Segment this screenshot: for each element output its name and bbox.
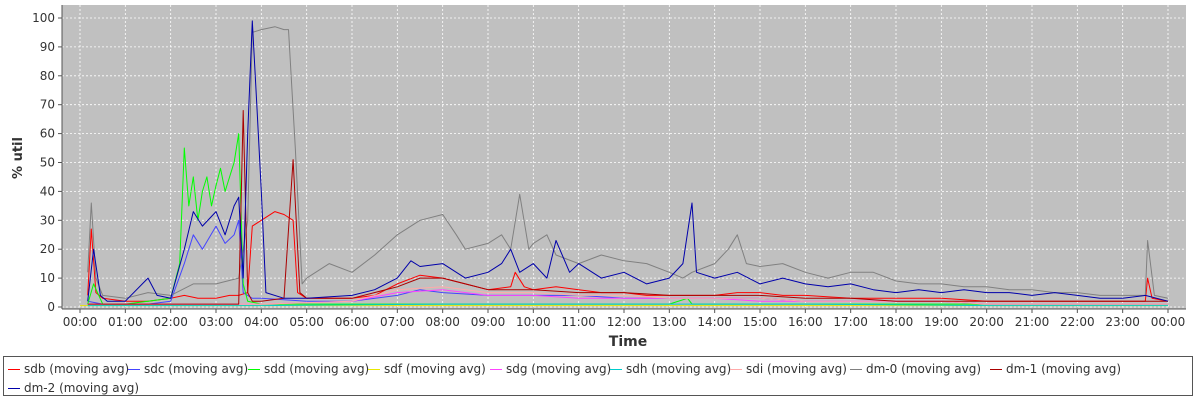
x-tick-label: 11:00 — [561, 315, 596, 329]
x-tick-label: 14:00 — [697, 315, 732, 329]
legend-item: sdh (moving avg) — [610, 362, 731, 376]
series-line-sdh — [87, 303, 1168, 307]
x-tick-label: 17:00 — [833, 315, 868, 329]
y-tick-label: 10 — [40, 271, 55, 285]
y-tick-label: 100 — [32, 11, 55, 25]
legend-swatch — [990, 368, 1002, 370]
x-tick-label: 21:00 — [1015, 315, 1050, 329]
x-tick-label: 20:00 — [969, 315, 1004, 329]
y-tick-label: 20 — [40, 242, 55, 256]
x-tick-label: 12:00 — [607, 315, 642, 329]
x-tick-label: 23:00 — [1105, 315, 1140, 329]
legend-item: sdb (moving avg) — [8, 362, 129, 376]
legend-label: sdf (moving avg) — [384, 362, 486, 376]
y-tick-label: 30 — [40, 213, 55, 227]
y-axis-label: % util — [11, 137, 26, 179]
y-tick-label: 40 — [40, 184, 55, 198]
x-tick-label: 04:00 — [244, 315, 279, 329]
x-tick-label: 15:00 — [743, 315, 778, 329]
y-tick-label: 80 — [40, 69, 55, 83]
legend-item: dm-1 (moving avg) — [990, 362, 1121, 376]
y-tick-label: 70 — [40, 98, 55, 112]
legend-item: sdc (moving avg) — [128, 362, 248, 376]
legend-label: dm-1 (moving avg) — [1006, 362, 1122, 376]
x-tick-label: 16:00 — [788, 315, 823, 329]
legend-item: dm-2 (moving avg) — [8, 381, 139, 395]
y-tick-label: 60 — [40, 127, 55, 141]
legend-label: dm-0 (moving avg) — [866, 362, 982, 376]
x-axis-label: Time — [609, 334, 647, 350]
legend-item: sdf (moving avg) — [368, 362, 486, 376]
x-tick-label: 18:00 — [879, 315, 914, 329]
legend-item: sdi (moving avg) — [730, 362, 847, 376]
legend-label: sdc (moving avg) — [144, 362, 249, 376]
legend-swatch — [730, 368, 742, 370]
x-tick-label: 22:00 — [1060, 315, 1095, 329]
x-tick-label: 00:00 — [63, 315, 98, 329]
x-tick-label: 09:00 — [471, 315, 506, 329]
y-tick-label: 90 — [40, 40, 55, 54]
legend-swatch — [850, 368, 862, 370]
x-tick-label: 00:00 — [1151, 315, 1186, 329]
x-tick-label: 08:00 — [425, 315, 460, 329]
legend-swatch — [8, 368, 20, 370]
x-tick-label: 10:00 — [516, 315, 551, 329]
legend-swatch — [128, 368, 140, 370]
legend-label: sdb (moving avg) — [24, 362, 130, 376]
legend-label: dm-2 (moving avg) — [24, 381, 140, 395]
x-tick-label: 06:00 — [335, 315, 370, 329]
y-tick-label: 0 — [47, 300, 55, 314]
series-lines — [80, 20, 1169, 307]
legend-label: sdh (moving avg) — [626, 362, 732, 376]
legend-item: sdg (moving avg) — [490, 362, 611, 376]
x-tick-label: 07:00 — [380, 315, 415, 329]
x-tick-label: 19:00 — [924, 315, 959, 329]
x-tick-label: 02:00 — [153, 315, 188, 329]
legend-label: sdd (moving avg) — [264, 362, 370, 376]
legend-label: sdi (moving avg) — [746, 362, 847, 376]
legend-swatch — [248, 368, 260, 370]
y-tick-label: 50 — [40, 156, 55, 170]
series-line-sdb — [87, 211, 1169, 302]
legend-swatch — [368, 368, 380, 370]
series-line-dm-2 — [87, 20, 1169, 302]
chart-legend: sdb (moving avg) sdc (moving avg) sdd (mov… — [3, 356, 1193, 396]
legend-item: dm-0 (moving avg) — [850, 362, 981, 376]
x-tick-label: 05:00 — [289, 315, 324, 329]
grid — [62, 5, 1186, 309]
x-tick-label: 03:00 — [199, 315, 234, 329]
legend-label: sdg (moving avg) — [506, 362, 612, 376]
x-tick-label: 01:00 — [108, 315, 143, 329]
x-tick-label: 13:00 — [652, 315, 687, 329]
axes: 0 10 20 30 40 50 60 70 80 90 100 00:00 01:00 02:00 03:… — [32, 5, 1186, 329]
legend-swatch — [490, 368, 502, 370]
legend-swatch — [610, 368, 622, 370]
line-chart: 0 10 20 30 40 50 60 70 80 90 100 00:00 01:00 02:00 03:… — [11, 5, 1186, 350]
series-line-sdi — [87, 286, 1168, 305]
legend-item: sdd (moving avg) — [248, 362, 369, 376]
legend-swatch — [8, 387, 20, 389]
